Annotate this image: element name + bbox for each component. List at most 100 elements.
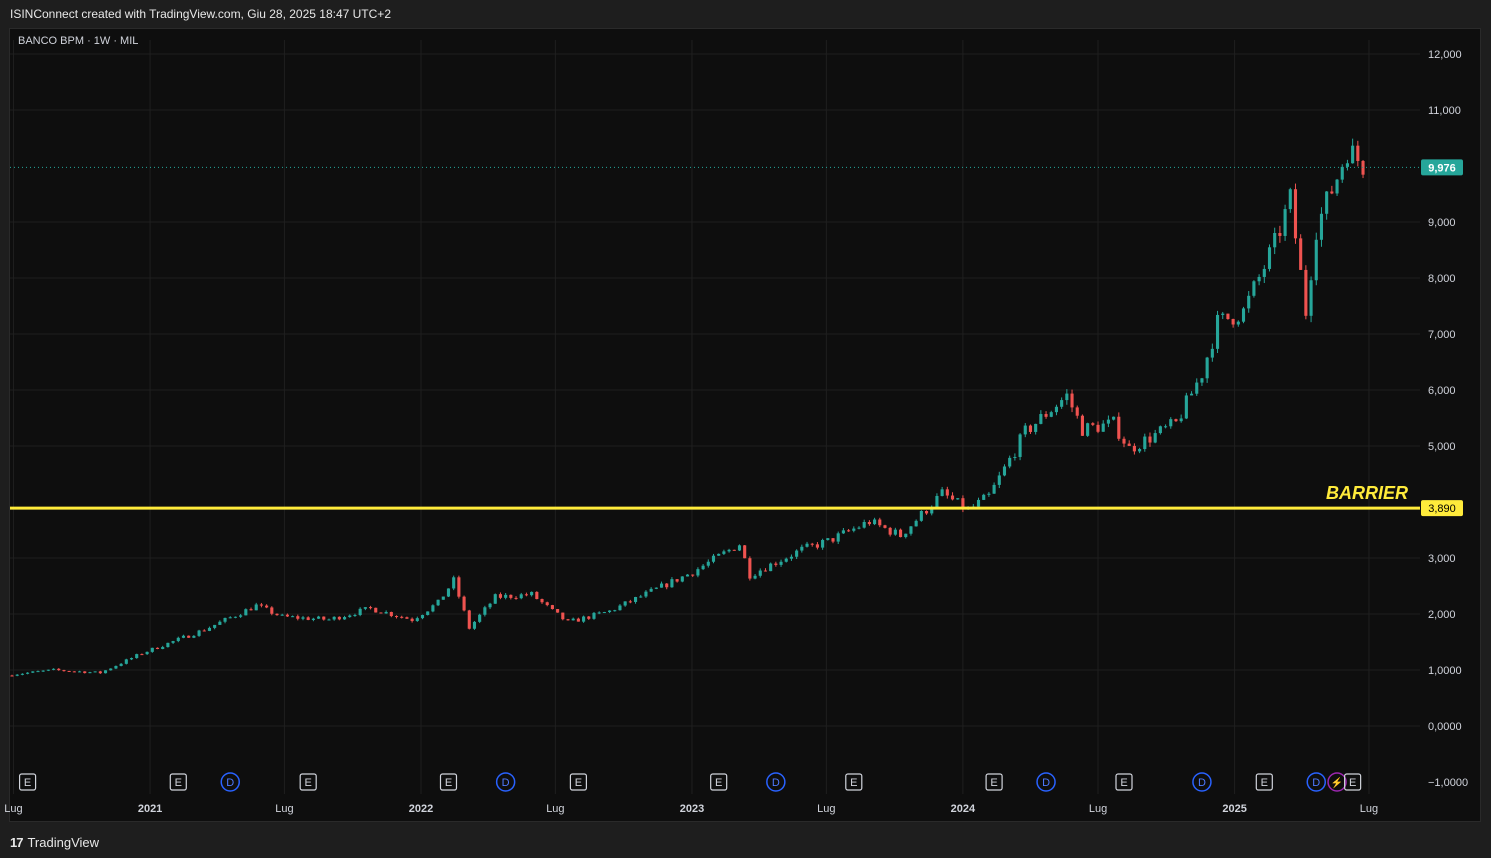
candle-body[interactable]: [301, 617, 305, 619]
candle-body[interactable]: [311, 618, 315, 620]
candle-body[interactable]: [1034, 423, 1038, 432]
candle-body[interactable]: [410, 618, 414, 622]
candle-body[interactable]: [1002, 466, 1007, 476]
candle-body[interactable]: [1174, 419, 1178, 422]
candle-body[interactable]: [841, 530, 845, 534]
candle-body[interactable]: [602, 612, 606, 614]
candle-body[interactable]: [514, 597, 518, 599]
candle-body[interactable]: [337, 616, 341, 620]
candle-body[interactable]: [639, 596, 643, 598]
candle-body[interactable]: [836, 533, 840, 542]
candle-body[interactable]: [805, 543, 809, 547]
candle-body[interactable]: [883, 525, 887, 528]
candle-body[interactable]: [940, 489, 944, 496]
candle-body[interactable]: [556, 609, 560, 613]
candle-body[interactable]: [540, 599, 544, 603]
candle-body[interactable]: [1018, 434, 1022, 457]
candle-body[interactable]: [472, 621, 477, 629]
candle-body[interactable]: [166, 642, 170, 648]
dividend-event-marker[interactable]: [1192, 772, 1212, 792]
candle-body[interactable]: [15, 674, 19, 676]
candle-body[interactable]: [862, 521, 866, 528]
candle-body[interactable]: [275, 613, 279, 616]
candle-body[interactable]: [997, 475, 1001, 485]
candle-body[interactable]: [654, 587, 658, 589]
candle-body[interactable]: [57, 668, 61, 671]
candle-body[interactable]: [135, 654, 139, 659]
candle-body[interactable]: [748, 558, 752, 579]
candle-body[interactable]: [72, 671, 76, 673]
candle-body[interactable]: [779, 561, 783, 565]
candle-body[interactable]: [1169, 419, 1173, 427]
candle-body[interactable]: [1101, 423, 1105, 432]
candle-body[interactable]: [1330, 191, 1334, 194]
candle-body[interactable]: [1132, 445, 1136, 452]
candle-body[interactable]: [462, 596, 466, 611]
candle-body[interactable]: [644, 591, 648, 597]
earnings-event-marker[interactable]: [169, 773, 187, 791]
candle-body[interactable]: [597, 612, 601, 614]
candle-body[interactable]: [400, 616, 404, 618]
candle-body[interactable]: [327, 619, 331, 621]
earnings-event-marker[interactable]: [439, 773, 458, 791]
earnings-event-marker[interactable]: [18, 773, 37, 791]
candle-body[interactable]: [192, 635, 196, 638]
candle-body[interactable]: [1054, 406, 1059, 413]
candle-body[interactable]: [1008, 457, 1012, 467]
candle-body[interactable]: [1189, 393, 1194, 396]
candle-body[interactable]: [405, 617, 409, 619]
candle-body[interactable]: [181, 635, 186, 638]
candle-body[interactable]: [623, 601, 627, 606]
candle-body[interactable]: [867, 521, 871, 525]
candle-body[interactable]: [919, 511, 923, 521]
candle-body[interactable]: [1164, 426, 1168, 428]
split-event-marker[interactable]: [1327, 772, 1347, 792]
candle-body[interactable]: [685, 574, 690, 577]
candle-body[interactable]: [582, 616, 586, 622]
candle-body[interactable]: [769, 563, 773, 572]
earnings-event-marker[interactable]: [1255, 773, 1273, 791]
candle-body[interactable]: [109, 668, 113, 671]
candle-body[interactable]: [1325, 191, 1329, 214]
dividend-event-marker[interactable]: [1306, 772, 1327, 792]
candle-body[interactable]: [420, 615, 425, 619]
candle-body[interactable]: [711, 555, 716, 562]
candle-body[interactable]: [743, 545, 747, 559]
candle-body[interactable]: [696, 569, 700, 576]
candle-body[interactable]: [140, 654, 144, 656]
candle-body[interactable]: [1319, 213, 1324, 240]
candle-body[interactable]: [945, 489, 949, 496]
candle-body[interactable]: [1351, 145, 1355, 164]
candle-body[interactable]: [701, 565, 705, 570]
candle-body[interactable]: [550, 605, 554, 610]
candle-body[interactable]: [233, 616, 237, 618]
candle-body[interactable]: [202, 630, 206, 632]
candle-body[interactable]: [322, 616, 326, 620]
candle-body[interactable]: [1210, 348, 1214, 358]
candle-body[interactable]: [176, 637, 180, 642]
candle-body[interactable]: [789, 556, 793, 559]
candle-body[interactable]: [899, 529, 903, 538]
candle-body[interactable]: [415, 618, 419, 622]
candle-body[interactable]: [561, 612, 565, 620]
candle-body[interactable]: [254, 604, 258, 611]
candle-body[interactable]: [103, 670, 108, 674]
candle-body[interactable]: [950, 495, 955, 500]
candle-body[interactable]: [1257, 276, 1261, 282]
candle-body[interactable]: [613, 610, 617, 612]
candle-body[interactable]: [1039, 414, 1043, 424]
candle-body[interactable]: [296, 616, 300, 619]
earnings-event-marker[interactable]: [710, 773, 728, 791]
candle-body[interactable]: [218, 621, 222, 625]
candle-body[interactable]: [20, 673, 24, 675]
candle-body[interactable]: [1184, 395, 1188, 419]
candle-body[interactable]: [207, 627, 212, 631]
candle-body[interactable]: [441, 596, 445, 600]
candle-body[interactable]: [285, 614, 289, 617]
tradingview-logo[interactable]: 17 TradingView: [10, 835, 99, 850]
candle-body[interactable]: [924, 511, 929, 514]
candle-body[interactable]: [67, 670, 71, 672]
earnings-event-marker[interactable]: [299, 773, 317, 791]
candle-body[interactable]: [904, 533, 908, 538]
